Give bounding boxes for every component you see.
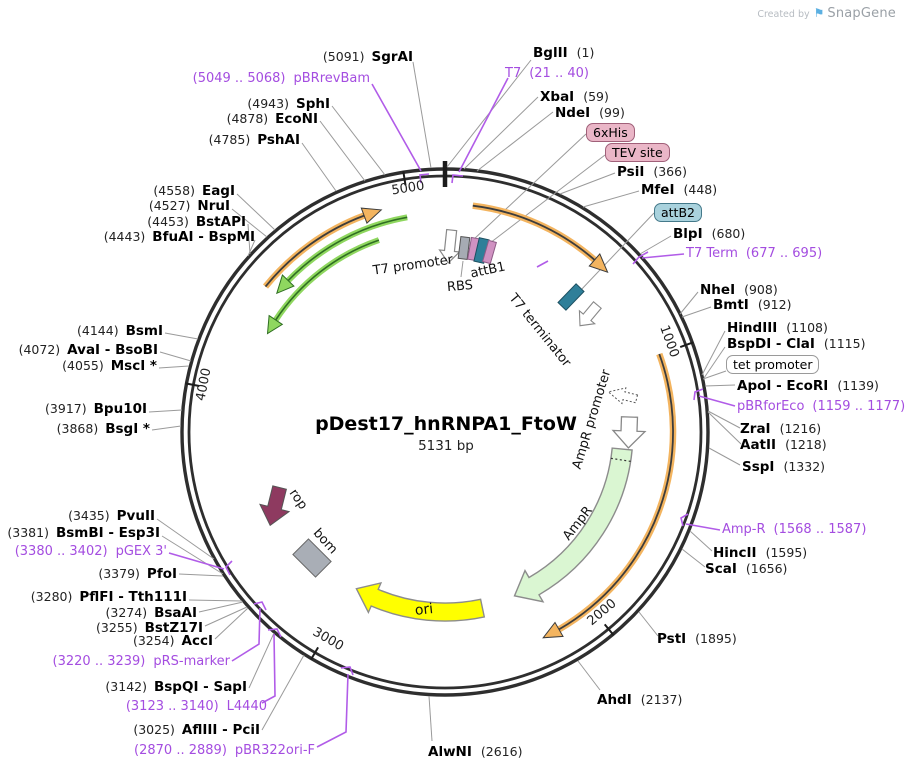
callout-lines [148,59,742,742]
t7-terminator-glyph[interactable] [572,299,605,333]
watermark-brand: SnapGene [827,6,896,21]
enzyme-label-pshai[interactable]: (4785) PshAI [208,132,300,148]
primer-label-pbr322orif[interactable]: (2870 .. 2889) pBR322ori-F [134,743,315,758]
enzyme-label-pflfi[interactable]: (3280) PflFI - Tth111I [30,589,187,605]
primer-label-t7[interactable]: T7 (21 .. 40) [505,66,589,81]
plasmid-title: pDest17_hnRNPA1_FtoW [315,413,577,435]
enzyme-label-psii[interactable]: PsiI (366) [617,164,687,180]
rbs-box[interactable] [457,235,471,261]
enzyme-label-aatii[interactable]: AatII (1218) [740,437,827,453]
badge-tev-site[interactable]: TEV site [605,143,670,162]
enzyme-label-blpi[interactable]: BlpI (680) [673,226,746,242]
bom-box[interactable] [292,538,332,578]
rop-arrow[interactable] [256,484,295,529]
enzyme-label-bfuai[interactable]: (4443) BfuAI - BspMI [103,229,255,245]
enzyme-label-psti[interactable]: PstI (1895) [657,631,737,647]
primer-label-prs-marker[interactable]: (3220 .. 3239) pRS-marker [52,654,230,669]
ori-arrow[interactable] [355,582,486,622]
enzyme-label-msci[interactable]: (4055) MscI * [62,358,157,374]
ampr-promoter-arrow[interactable] [611,416,647,449]
badge-tet-promoter[interactable]: tet promoter [726,355,820,374]
enzyme-label-alwni[interactable]: AlwNI (2616) [428,744,523,760]
orf-arc-right[interactable] [542,352,677,639]
primer-leader-lines [168,77,736,748]
primer-label-pbrforeco[interactable]: pBRforEco (1159 .. 1177) [737,399,906,414]
orf-arc-top[interactable] [472,202,609,274]
enzyme-label-nhei[interactable]: NheI (908) [700,282,778,298]
ampr-signal-boundary [610,457,631,462]
enzyme-label-pvuii[interactable]: (3435) PvuII [68,508,155,524]
enzyme-label-sphi[interactable]: (4943) SphI [247,96,330,112]
enzyme-label-sspi[interactable]: SspI (1332) [742,459,826,475]
enzyme-label-nrui[interactable]: (4527) NruI [148,198,230,214]
enzyme-label-bspqi[interactable]: (3142) BspQI - SapI [105,679,247,695]
snapgene-watermark: Created by ⚑ SnapGene [757,6,896,21]
t7-promoter-arrow[interactable] [438,228,461,264]
badge-6xhis[interactable]: 6xHis [586,123,635,142]
enzyme-label-zrai[interactable]: ZraI (1216) [740,421,822,437]
enzyme-label-hindiii[interactable]: HindIII (1108) [727,320,828,336]
enzyme-label-bstapi[interactable]: (4453) BstAPI [147,214,246,230]
enzyme-label-hincii[interactable]: HincII (1595) [713,545,808,561]
enzyme-label-avai[interactable]: (4072) AvaI - BsoBI [18,342,158,358]
primer-label-pbrrevbam[interactable]: (5049 .. 5068) pBRrevBam [192,71,370,86]
enzyme-label-ahdi[interactable]: AhdI (2137) [597,692,683,708]
orf-arc-green-2[interactable] [266,237,380,335]
enzyme-label-scai[interactable]: ScaI (1656) [705,561,788,577]
enzyme-label-eagi[interactable]: (4558) EagI [153,183,235,199]
enzyme-label-sgrai[interactable]: (5091) SgrAI [322,49,413,65]
enzyme-label-pfoi[interactable]: (3379) PfoI [98,566,177,582]
enzyme-label-bsmbi[interactable]: (3381) BsmBI - Esp3I [7,525,160,541]
enzyme-label-bstz17i[interactable]: (3255) BstZ17I [96,620,203,636]
snapgene-flag-icon: ⚑ [813,6,825,20]
tev-site-box[interactable] [482,239,497,265]
primer-label-ampr[interactable]: Amp-R (1568 .. 1587) [722,522,867,537]
badge-attb2[interactable]: attB2 [654,203,702,222]
enzyme-label-bspdi[interactable]: BspDI - ClaI (1115) [727,336,866,352]
enzyme-label-xbai[interactable]: XbaI (59) [540,89,609,105]
enzyme-label-apoi[interactable]: ApoI - EcoRI (1139) [737,378,879,394]
primer-label-pgex3[interactable]: (3380 .. 3402) pGEX 3' [14,544,167,559]
primer-label-t7term[interactable]: T7 Term (677 .. 695) [686,246,823,261]
enzyme-label-bglii[interactable]: BglII (1) [533,45,595,61]
enzyme-label-acci[interactable]: (3254) AccI [132,633,213,649]
enzyme-label-bsaai[interactable]: (3274) BsaAI [105,605,197,621]
ampr-arrow[interactable] [513,447,633,603]
scale-ticks [185,161,694,661]
enzyme-label-bsgi[interactable]: (3868) BsgI * [56,421,150,437]
primer-label-l4440[interactable]: (3123 .. 3140) L4440 [125,699,267,714]
tet-promoter-arrow[interactable] [606,384,639,407]
orf-arc-green-1[interactable] [276,214,408,295]
enzyme-label-ndei[interactable]: NdeI (99) [555,105,625,121]
enzyme-label-bpu10i[interactable]: (3917) Bpu10I [45,401,147,417]
enzyme-label-econi[interactable]: (4878) EcoNI [226,111,318,127]
attb2-box[interactable] [557,283,585,311]
enzyme-label-bmti[interactable]: BmtI (912) [713,297,792,313]
enzyme-label-afliii[interactable]: (3025) AflIII - PciI [133,722,260,738]
orf-arc-upper-left[interactable] [262,207,383,289]
enzyme-label-bsmi[interactable]: (4144) BsmI [77,323,163,339]
plasmid-size: 5131 bp [418,438,474,454]
watermark-prefix: Created by [757,9,810,20]
enzyme-label-mfei[interactable]: MfeI (448) [641,182,718,198]
